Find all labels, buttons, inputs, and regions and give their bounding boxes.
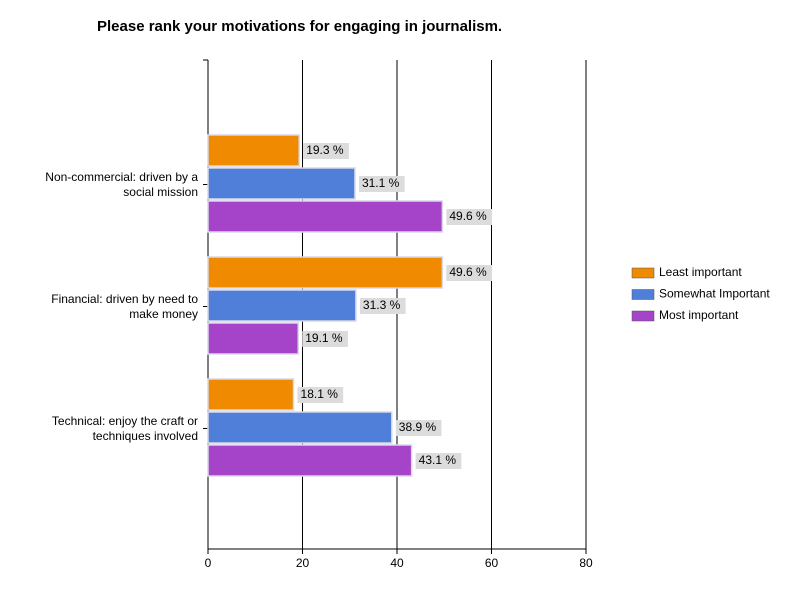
y-tick-label: Financial: driven by need to make money (51, 291, 198, 321)
bar (207, 256, 444, 289)
legend-swatch (631, 289, 655, 300)
chart-title: Please rank your motivations for engagin… (97, 18, 503, 35)
value-label-bg (446, 265, 493, 281)
value-label: 19.3 % (306, 143, 344, 157)
value-label: 38.9 % (399, 420, 437, 434)
legend-swatch (631, 267, 655, 279)
value-label-bg (302, 331, 348, 347)
value-label-bg (446, 209, 493, 225)
x-tick-label: 80 (579, 556, 593, 570)
x-tick-label: 40 (390, 556, 404, 570)
value-label: 31.3 % (363, 298, 401, 312)
value-label: 31.1 % (362, 176, 400, 190)
legend-label: Somewhat Important (659, 287, 770, 301)
x-tick-label: 0 (205, 556, 212, 570)
value-label-bg (303, 143, 349, 159)
bar (207, 289, 357, 322)
bar (207, 444, 413, 477)
bar (207, 200, 444, 233)
value-label: 43.1 % (419, 453, 457, 467)
legend-label: Least important (659, 265, 742, 279)
legend-label: Most important (659, 308, 739, 322)
bar (207, 322, 299, 355)
bar (207, 411, 393, 444)
x-tick-label: 60 (485, 556, 499, 570)
x-tick-label: 20 (296, 556, 310, 570)
value-label: 18.1 % (301, 387, 339, 401)
value-label-bg (359, 298, 406, 314)
bar (207, 378, 295, 411)
value-label: 49.6 % (449, 265, 487, 279)
bar (207, 167, 356, 200)
value-label-bg (297, 387, 344, 403)
y-tick-label: Technical: enjoy the craft or techniques… (51, 413, 198, 443)
value-label: 19.1 % (305, 331, 343, 345)
y-tick-label: Non-commercial: driven by a social missi… (45, 169, 198, 199)
value-label-bg (358, 176, 405, 192)
value-label: 49.6 % (449, 209, 487, 223)
value-label-bg (395, 420, 442, 436)
bar (207, 134, 300, 167)
legend-swatch (631, 310, 655, 322)
value-label-bg (415, 453, 462, 469)
